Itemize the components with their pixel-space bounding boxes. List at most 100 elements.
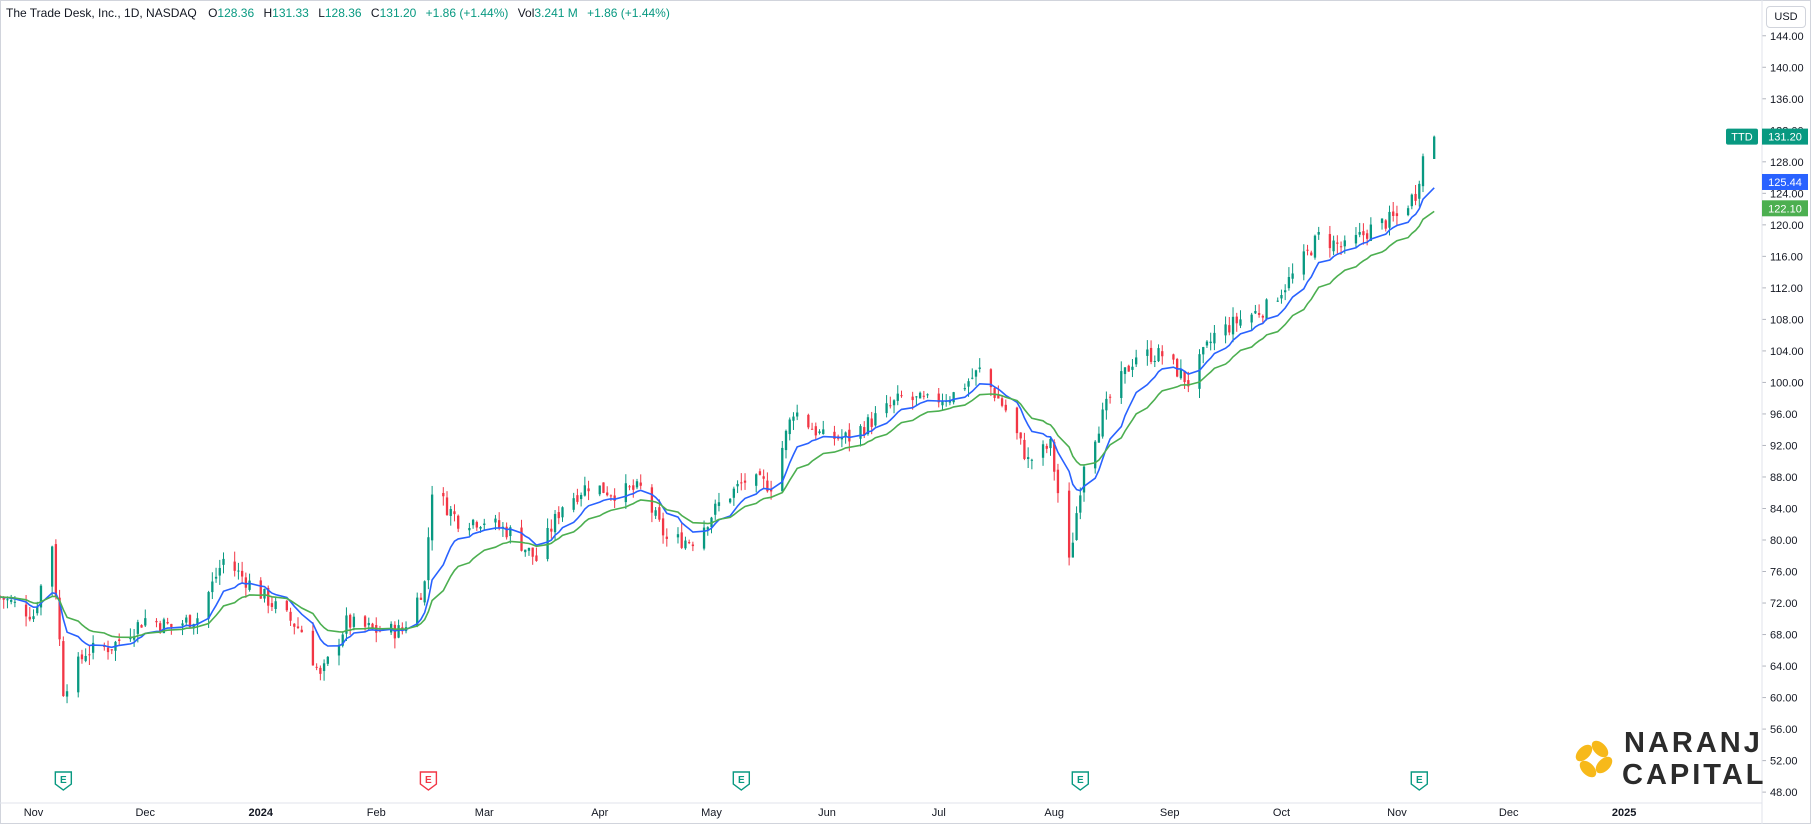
candle[interactable] bbox=[1418, 180, 1421, 207]
candle[interactable] bbox=[77, 652, 80, 698]
candle[interactable] bbox=[1026, 447, 1030, 469]
candle[interactable] bbox=[822, 420, 825, 435]
candle[interactable] bbox=[1153, 355, 1156, 368]
candle[interactable] bbox=[218, 559, 221, 585]
earnings-marker[interactable]: E bbox=[1410, 771, 1428, 791]
candle[interactable] bbox=[632, 479, 635, 498]
candle[interactable] bbox=[28, 606, 31, 622]
candle[interactable] bbox=[10, 594, 13, 605]
candle[interactable] bbox=[345, 607, 348, 641]
candle[interactable] bbox=[1030, 458, 1034, 470]
candle[interactable] bbox=[900, 390, 903, 398]
candle[interactable] bbox=[572, 492, 575, 513]
candle[interactable] bbox=[587, 480, 590, 501]
candle[interactable] bbox=[233, 551, 236, 577]
candle[interactable] bbox=[1157, 344, 1160, 363]
candle[interactable] bbox=[352, 613, 356, 631]
candle[interactable] bbox=[1071, 532, 1075, 558]
candle[interactable] bbox=[1172, 353, 1175, 365]
candle[interactable] bbox=[941, 393, 944, 411]
candle[interactable] bbox=[80, 649, 84, 664]
candle[interactable] bbox=[1045, 443, 1048, 454]
candle[interactable] bbox=[140, 624, 143, 628]
candle[interactable] bbox=[1261, 314, 1264, 323]
earnings-marker[interactable]: E bbox=[732, 771, 751, 791]
candle[interactable] bbox=[36, 601, 39, 616]
candle[interactable] bbox=[583, 476, 587, 497]
candle[interactable] bbox=[65, 684, 69, 704]
candle[interactable] bbox=[1149, 340, 1153, 365]
candle[interactable] bbox=[1410, 193, 1413, 210]
candle[interactable] bbox=[1433, 135, 1436, 159]
candle[interactable] bbox=[557, 506, 560, 525]
candle[interactable] bbox=[628, 484, 631, 491]
candle[interactable] bbox=[1067, 482, 1071, 566]
candle[interactable] bbox=[449, 505, 452, 526]
candle[interactable] bbox=[1421, 153, 1425, 193]
candle[interactable] bbox=[1280, 289, 1283, 304]
candle[interactable] bbox=[91, 635, 95, 660]
candle[interactable] bbox=[457, 514, 460, 533]
candle[interactable] bbox=[1120, 361, 1123, 404]
candle[interactable] bbox=[1053, 439, 1056, 481]
candle[interactable] bbox=[624, 474, 627, 509]
candle[interactable] bbox=[714, 499, 717, 520]
candle[interactable] bbox=[1317, 226, 1320, 240]
candle[interactable] bbox=[918, 391, 922, 399]
candle[interactable] bbox=[1108, 394, 1112, 404]
candle[interactable] bbox=[1235, 312, 1238, 332]
candle[interactable] bbox=[1332, 235, 1335, 256]
candle[interactable] bbox=[576, 488, 579, 505]
earnings-marker[interactable]: E bbox=[54, 771, 73, 791]
candle[interactable] bbox=[911, 391, 914, 410]
candle[interactable] bbox=[430, 485, 434, 551]
candle[interactable] bbox=[974, 369, 978, 386]
candle[interactable] bbox=[755, 473, 758, 493]
candle[interactable] bbox=[937, 387, 940, 408]
candle[interactable] bbox=[680, 522, 683, 550]
candle[interactable] bbox=[88, 645, 91, 665]
candle[interactable] bbox=[1358, 222, 1361, 238]
candle[interactable] bbox=[639, 474, 642, 490]
candle[interactable] bbox=[1187, 371, 1190, 393]
candle[interactable] bbox=[1049, 437, 1052, 456]
candle[interactable] bbox=[300, 625, 303, 633]
candle[interactable] bbox=[296, 617, 300, 630]
candle[interactable] bbox=[501, 522, 505, 537]
candle[interactable] bbox=[702, 520, 706, 551]
candle[interactable] bbox=[311, 622, 315, 666]
candle[interactable] bbox=[728, 498, 732, 504]
candle[interactable] bbox=[274, 597, 277, 614]
candle[interactable] bbox=[635, 478, 639, 490]
candle[interactable] bbox=[1123, 367, 1127, 384]
candle[interactable] bbox=[1231, 307, 1235, 343]
candle[interactable] bbox=[654, 507, 657, 520]
candle[interactable] bbox=[39, 584, 43, 616]
candle[interactable] bbox=[1000, 395, 1004, 408]
candle[interactable] bbox=[1056, 463, 1060, 503]
candle[interactable] bbox=[788, 417, 791, 441]
candle[interactable] bbox=[129, 628, 132, 642]
candle[interactable] bbox=[520, 519, 523, 552]
candle[interactable] bbox=[602, 482, 605, 494]
candle[interactable] bbox=[1205, 340, 1209, 348]
candle[interactable] bbox=[717, 492, 721, 512]
candle[interactable] bbox=[1406, 205, 1410, 217]
candle[interactable] bbox=[740, 473, 743, 491]
candle[interactable] bbox=[110, 649, 113, 655]
candle[interactable] bbox=[1019, 432, 1022, 445]
candle[interactable] bbox=[781, 440, 784, 493]
candle[interactable] bbox=[687, 539, 691, 545]
candle[interactable] bbox=[1284, 284, 1287, 301]
candle[interactable] bbox=[1105, 391, 1108, 420]
candle[interactable] bbox=[1004, 399, 1007, 413]
candle[interactable] bbox=[1228, 317, 1231, 336]
candle[interactable] bbox=[1213, 324, 1216, 351]
candle[interactable] bbox=[527, 547, 531, 556]
candle[interactable] bbox=[445, 491, 449, 516]
candle[interactable] bbox=[784, 429, 788, 459]
candle[interactable] bbox=[293, 623, 296, 635]
candle[interactable] bbox=[423, 580, 426, 606]
candle[interactable] bbox=[844, 431, 847, 444]
